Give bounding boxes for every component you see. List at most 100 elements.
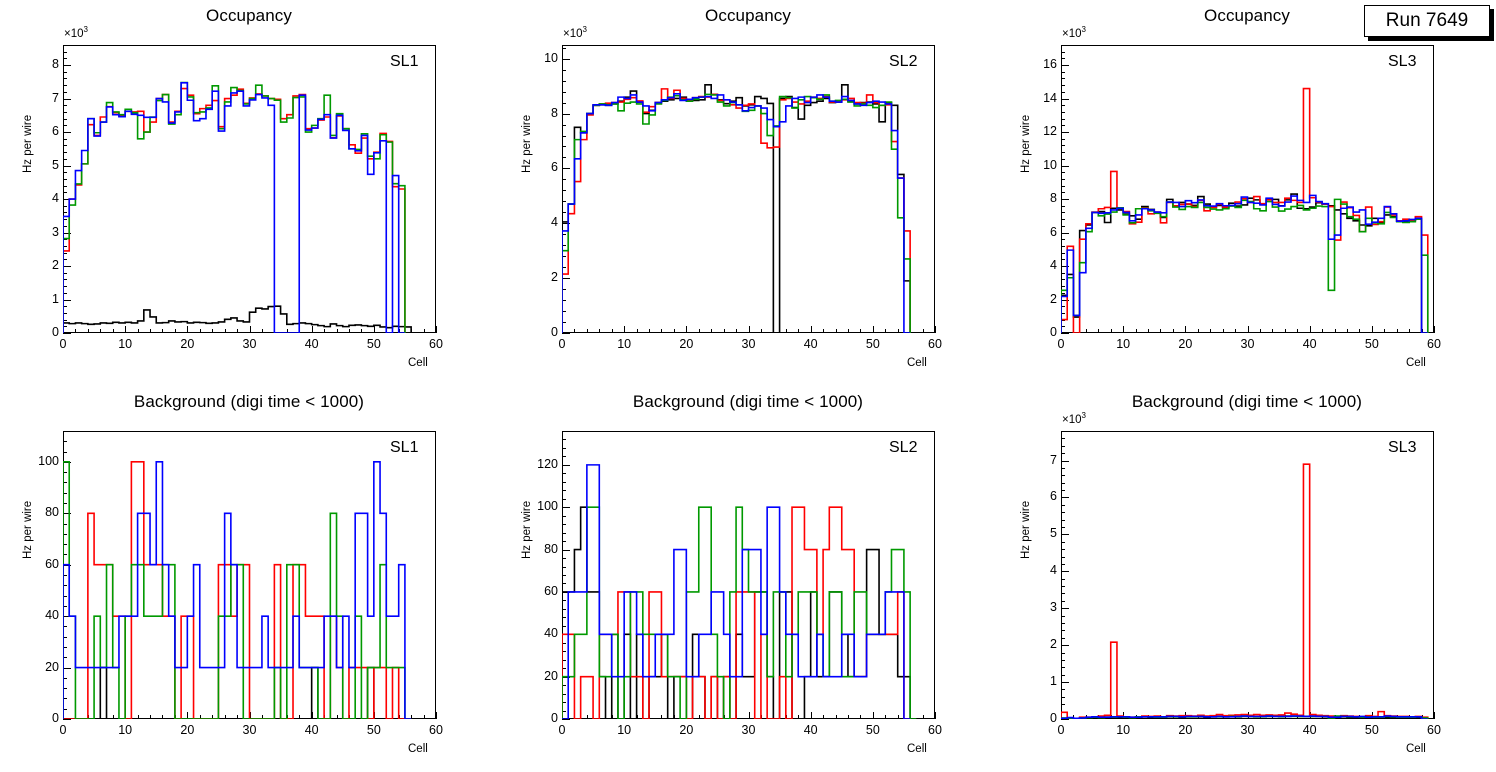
y-tick-label: 10 bbox=[544, 50, 558, 65]
x-minor-tick bbox=[1334, 329, 1336, 333]
y-minor-tick bbox=[63, 259, 67, 261]
x-tick bbox=[748, 326, 750, 333]
y-minor-tick bbox=[1061, 549, 1065, 551]
y-tick-label: 100 bbox=[537, 499, 558, 514]
x-minor-tick bbox=[698, 715, 700, 719]
y-minor-tick bbox=[562, 212, 566, 214]
x-tick bbox=[1434, 326, 1435, 333]
y-minor-tick bbox=[1061, 58, 1065, 60]
y-minor-tick bbox=[562, 566, 566, 568]
x-minor-tick bbox=[661, 715, 663, 719]
y-tick bbox=[562, 507, 570, 509]
y-minor-tick bbox=[63, 105, 67, 107]
histogram-layer2 bbox=[562, 506, 911, 719]
y-minor-tick bbox=[63, 252, 67, 254]
x-minor-tick bbox=[361, 329, 363, 333]
x-tick bbox=[373, 326, 375, 333]
histogram-layer1 bbox=[63, 305, 412, 333]
y-minor-tick bbox=[63, 677, 67, 679]
x-tick-label: 20 bbox=[679, 723, 694, 737]
y-minor-tick bbox=[1061, 185, 1065, 187]
plot-frame bbox=[1061, 431, 1434, 719]
y-minor-tick bbox=[1061, 453, 1065, 455]
y-minor-tick bbox=[562, 575, 566, 576]
y-tick bbox=[63, 333, 71, 334]
y-minor-tick bbox=[1061, 586, 1065, 588]
y-minor-tick bbox=[63, 657, 67, 659]
x-tick-label: 50 bbox=[366, 337, 381, 351]
y-tick-label: 8 bbox=[551, 105, 558, 120]
x-minor-tick bbox=[922, 715, 924, 719]
y-tick bbox=[63, 513, 71, 515]
y-minor-tick bbox=[562, 668, 566, 670]
y-minor-tick bbox=[63, 51, 67, 53]
y-minor-tick bbox=[63, 544, 67, 546]
histogram-layer4 bbox=[63, 82, 405, 333]
superlayer-annotation: SL2 bbox=[889, 439, 918, 456]
x-minor-tick bbox=[698, 329, 700, 333]
y-minor-tick bbox=[1061, 192, 1065, 194]
y-tick-label: 0 bbox=[1050, 711, 1057, 725]
y-minor-tick bbox=[63, 306, 67, 308]
y-tick-label: 20 bbox=[544, 668, 558, 683]
y-tick bbox=[1061, 98, 1069, 100]
x-tick bbox=[1123, 326, 1125, 333]
x-minor-tick bbox=[798, 715, 800, 719]
y-minor-tick bbox=[63, 605, 67, 607]
histogram-layers bbox=[1061, 87, 1429, 333]
y-tick-label: 7 bbox=[52, 90, 59, 105]
y-tick bbox=[1061, 333, 1069, 334]
y-tick-label: 10 bbox=[1043, 157, 1057, 172]
y-minor-tick bbox=[562, 80, 566, 82]
y-minor-tick bbox=[562, 300, 566, 302]
y-minor-tick bbox=[1061, 556, 1065, 558]
x-tick-label: 20 bbox=[180, 337, 195, 351]
y-tick-label: 0 bbox=[551, 711, 558, 725]
y-minor-tick bbox=[562, 490, 566, 492]
x-tick bbox=[935, 326, 936, 333]
x-tick-label: 20 bbox=[180, 723, 195, 737]
y-tick-label: 100 bbox=[38, 453, 59, 468]
x-tick-label: 10 bbox=[118, 723, 133, 737]
y-minor-tick bbox=[562, 245, 566, 247]
x-tick-label: 30 bbox=[741, 723, 756, 737]
run-label-box: Run 7649 bbox=[1364, 5, 1490, 37]
x-minor-tick bbox=[1110, 329, 1112, 333]
x-minor-tick bbox=[261, 329, 263, 333]
y-minor-tick bbox=[562, 256, 566, 258]
y-tick-label: 2 bbox=[1050, 291, 1057, 306]
y-minor-tick bbox=[1061, 674, 1065, 676]
x-minor-tick bbox=[212, 329, 214, 333]
y-tick bbox=[63, 98, 71, 100]
y-tick-label: 2 bbox=[551, 270, 558, 285]
x-tick bbox=[872, 326, 874, 333]
y-minor-tick bbox=[63, 636, 67, 638]
histogram-layer4 bbox=[1061, 194, 1428, 333]
y-minor-tick bbox=[63, 125, 67, 127]
y-minor-tick bbox=[63, 431, 67, 432]
y-tick-label: 4 bbox=[52, 191, 59, 206]
y-tick-label: 0 bbox=[551, 325, 558, 339]
x-minor-tick bbox=[711, 329, 713, 333]
x-minor-tick bbox=[1235, 329, 1237, 333]
y-minor-tick bbox=[63, 212, 67, 214]
x-minor-tick bbox=[150, 329, 152, 333]
y-minor-tick bbox=[1061, 519, 1065, 521]
panel-bkg-sl1: Background (digi time < 1000) SL1 Hz per … bbox=[0, 386, 498, 772]
x-minor-tick bbox=[723, 329, 725, 333]
y-tick bbox=[1061, 719, 1069, 720]
y-minor-tick bbox=[63, 708, 67, 710]
y-minor-tick bbox=[562, 710, 566, 712]
x-minor-tick bbox=[885, 715, 887, 719]
y-minor-tick bbox=[1061, 659, 1065, 661]
x-minor-tick bbox=[1409, 329, 1411, 333]
y-tick bbox=[562, 223, 570, 225]
x-tick-label: 60 bbox=[928, 723, 942, 737]
y-minor-tick bbox=[1061, 219, 1065, 221]
x-tick bbox=[624, 326, 626, 333]
y-tick-label: 120 bbox=[537, 456, 558, 471]
y-tick-label: 16 bbox=[1043, 57, 1057, 72]
y-minor-tick bbox=[63, 286, 67, 288]
y-minor-tick bbox=[1061, 252, 1065, 254]
histogram-layer2 bbox=[63, 87, 406, 333]
